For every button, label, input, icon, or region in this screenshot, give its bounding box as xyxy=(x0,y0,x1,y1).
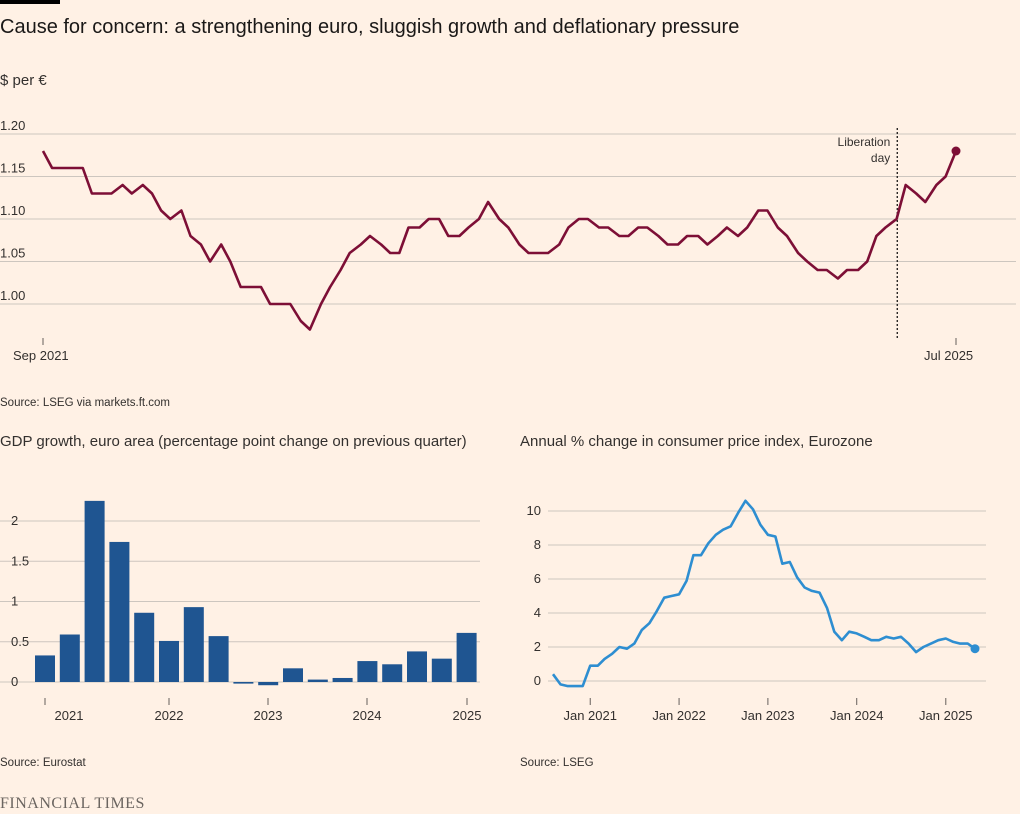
gdp-x-tick-label: 2025 xyxy=(453,708,482,723)
gdp-bar xyxy=(59,634,80,682)
gdp-y-tick-label: 0 xyxy=(11,674,18,689)
cpi-y-tick-label: 2 xyxy=(534,639,541,654)
cpi-x-tick-label: Jan 2024 xyxy=(830,708,884,723)
cpi-x-tick-label: Jan 2022 xyxy=(652,708,706,723)
gdp-bar xyxy=(233,682,254,684)
gdp-x-tick-label: 2022 xyxy=(155,708,184,723)
gdp-bar xyxy=(407,651,427,682)
fx-chart: 1.20 1.15 1.10 1.05 1.00 Sep 2021 Jul 2025 Libe… xyxy=(0,118,1016,363)
gdp-bar xyxy=(159,640,179,682)
cpi-title: Annual % change in consumer price index,… xyxy=(520,433,873,450)
fx-y-tick-label: 1.20 xyxy=(0,118,25,133)
gdp-bar xyxy=(35,655,55,682)
ft-topbar xyxy=(0,0,60,4)
gdp-bar xyxy=(134,612,155,682)
fx-end-point xyxy=(951,146,961,156)
fx-x-tick-label: Sep 2021 xyxy=(13,348,69,363)
gdp-x-tick-label: 2021 xyxy=(55,708,84,723)
fx-y-tick-label: 1.00 xyxy=(0,288,25,303)
gdp-chart: 2 1.5 1 0.5 0 2021 2022 2023 2024 2025 xyxy=(0,500,482,723)
gdp-bar xyxy=(283,668,303,682)
gdp-bar xyxy=(183,607,204,682)
gdp-bar xyxy=(307,679,328,682)
gdp-bar xyxy=(382,664,403,682)
liberation-day-label: day xyxy=(871,151,890,165)
cpi-y-tick-label: 4 xyxy=(534,605,541,620)
cpi-y-tick-label: 6 xyxy=(534,571,541,586)
gdp-y-tick-label: 2 xyxy=(11,513,18,528)
gdp-bar xyxy=(109,541,130,682)
cpi-y-tick-label: 10 xyxy=(527,503,541,518)
gdp-bar xyxy=(84,500,105,682)
ft-logo: FINANCIAL TIMES xyxy=(0,795,145,812)
gdp-y-tick-label: 1.5 xyxy=(11,553,29,568)
cpi-source: Source: LSEG xyxy=(520,757,594,769)
gdp-source: Source: Eurostat xyxy=(0,757,86,769)
fx-y-tick-label: 1.05 xyxy=(0,246,25,261)
gdp-x-tick-label: 2023 xyxy=(254,708,283,723)
fx-series-line xyxy=(41,150,958,331)
fx-y-tick-label: 1.10 xyxy=(0,203,25,218)
gdp-bar xyxy=(456,632,477,682)
gdp-y-tick-label: 0.5 xyxy=(11,634,29,649)
cpi-y-tick-label: 0 xyxy=(534,673,541,688)
gdp-bar xyxy=(431,658,452,682)
cpi-x-tick-label: Jan 2023 xyxy=(741,708,795,723)
fx-unit-label: $ per € xyxy=(0,72,47,89)
cpi-series-line xyxy=(551,499,976,688)
gdp-title: GDP growth, euro area (percentage point … xyxy=(0,433,467,450)
cpi-y-tick-label: 8 xyxy=(534,537,541,552)
gdp-bar xyxy=(357,661,378,682)
gdp-bar xyxy=(332,677,353,682)
gdp-y-tick-label: 1 xyxy=(11,594,18,609)
liberation-day-label: Liberation xyxy=(838,135,891,149)
page-title: Cause for concern: a strengthening euro,… xyxy=(0,16,740,38)
fx-x-tick-label: Jul 2025 xyxy=(924,348,973,363)
fx-source: Source: LSEG via markets.ft.com xyxy=(0,397,171,409)
cpi-x-tick-label: Jan 2021 xyxy=(563,708,617,723)
fx-y-tick-label: 1.15 xyxy=(0,161,25,176)
gdp-x-tick-label: 2024 xyxy=(353,708,382,723)
gdp-bar xyxy=(208,636,229,682)
cpi-end-point xyxy=(970,644,980,654)
cpi-x-tick-label: Jan 2025 xyxy=(919,708,973,723)
gdp-bar xyxy=(258,682,279,686)
